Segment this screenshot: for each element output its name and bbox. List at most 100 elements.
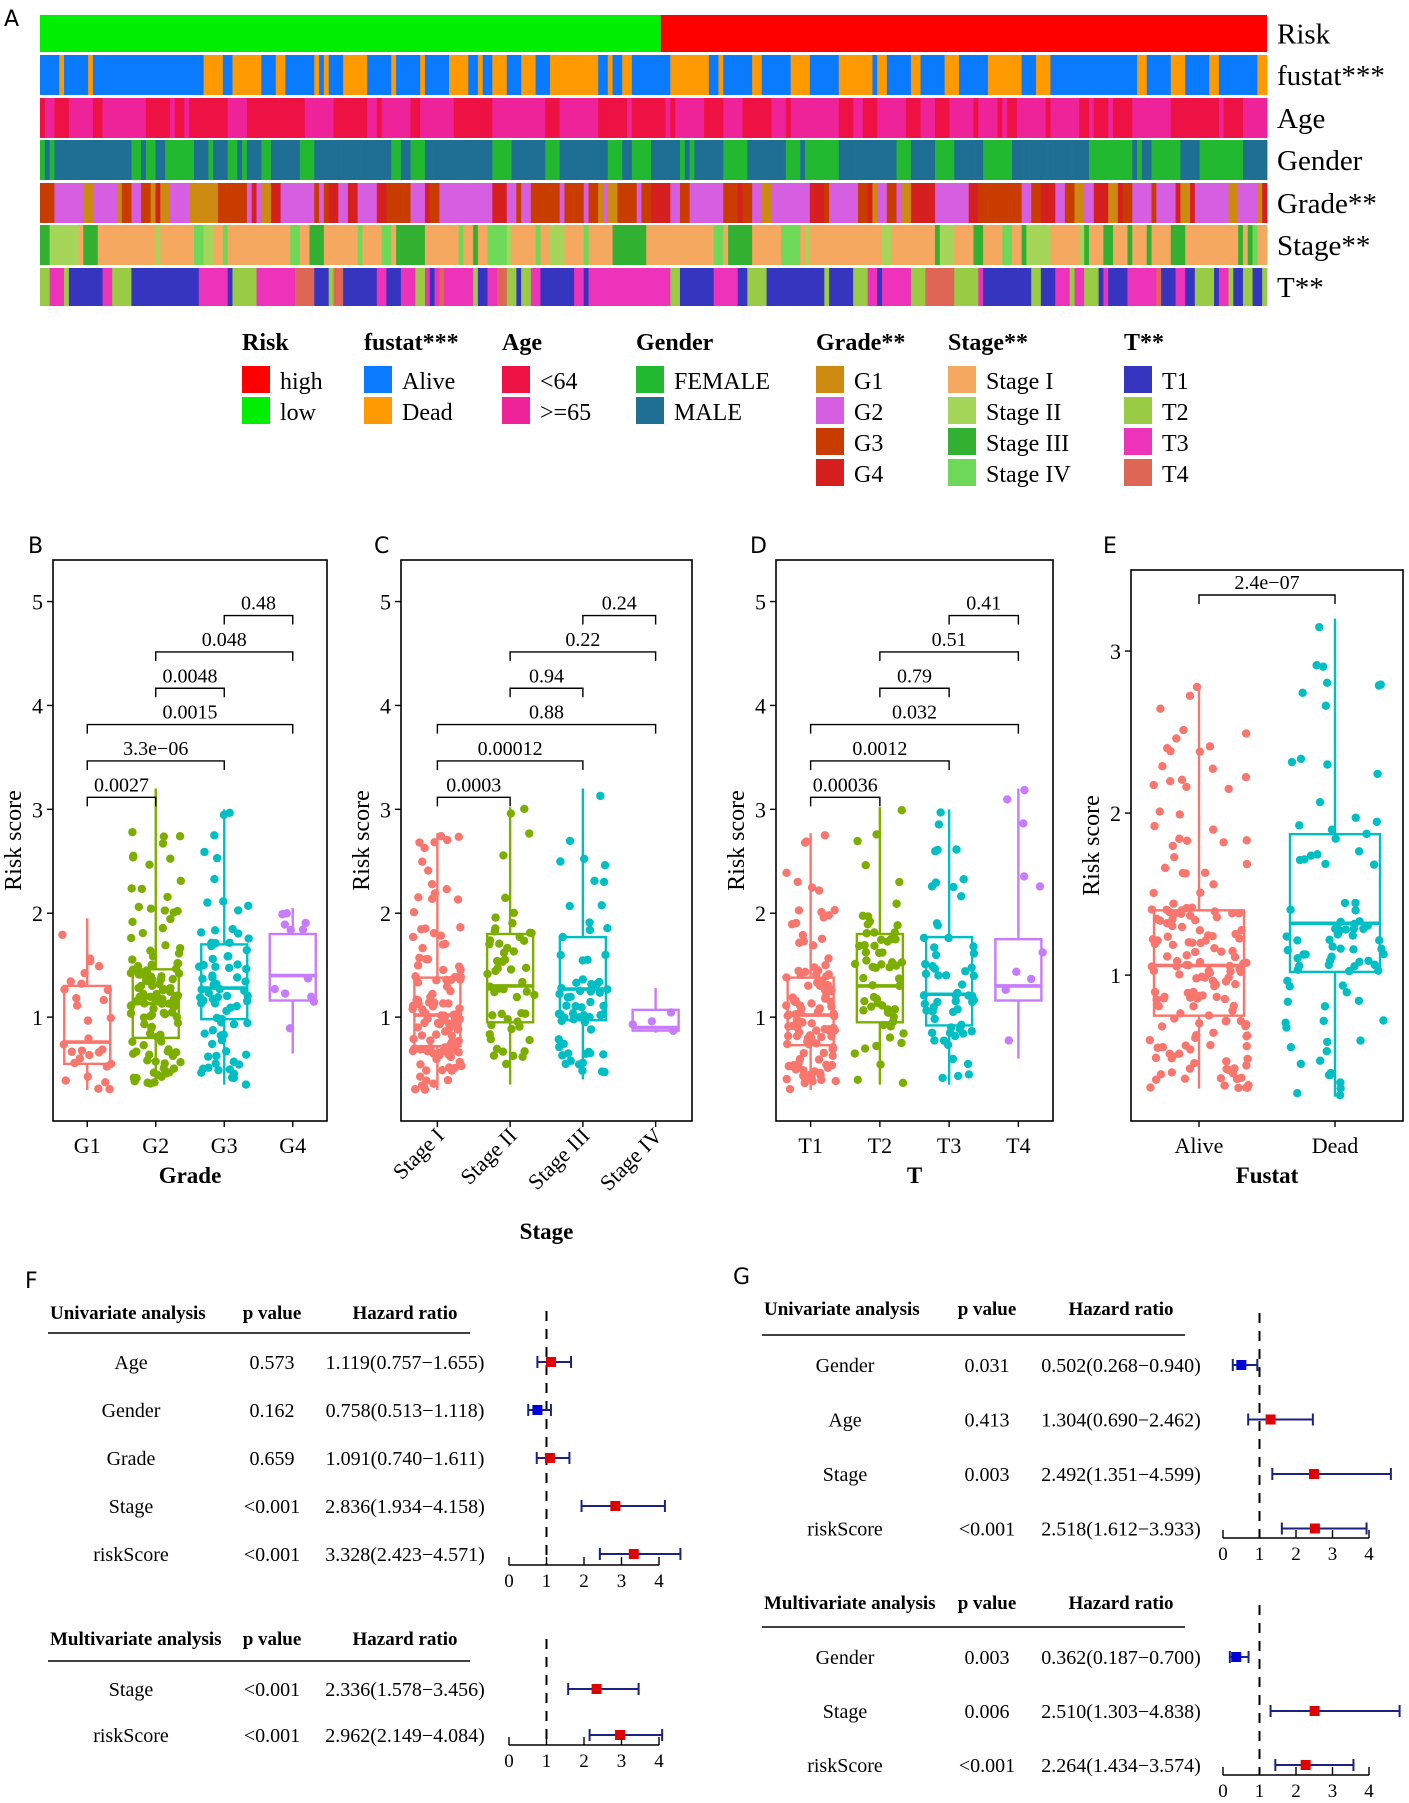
data-point bbox=[794, 1028, 804, 1037]
heatmap-cell bbox=[367, 268, 378, 306]
heatmap-cell bbox=[434, 268, 440, 306]
heatmap-cell bbox=[1238, 268, 1244, 306]
heatmap-cell bbox=[1170, 98, 1196, 138]
data-point bbox=[810, 1067, 819, 1076]
heatmap-cell bbox=[468, 140, 474, 180]
hazard-ratio-header: Hazard ratio bbox=[352, 1303, 457, 1324]
heatmap-cell bbox=[362, 55, 368, 95]
data-point bbox=[936, 808, 945, 817]
data-point bbox=[931, 950, 941, 960]
p-value-label: 0.00012 bbox=[478, 738, 543, 760]
heatmap-cell bbox=[920, 98, 936, 138]
data-point bbox=[1241, 729, 1251, 738]
heatmap-cell bbox=[444, 268, 474, 306]
heatmap-cell bbox=[1185, 268, 1196, 306]
data-point bbox=[129, 851, 138, 861]
heatmap-cell bbox=[564, 225, 575, 265]
data-point bbox=[229, 1020, 239, 1029]
heatmap-cell bbox=[867, 268, 878, 306]
box-stage-iv bbox=[628, 988, 680, 1035]
heatmap-cell bbox=[347, 55, 358, 95]
heatmap-cell bbox=[88, 55, 94, 95]
data-point bbox=[579, 1011, 589, 1020]
heatmap-cell bbox=[1050, 183, 1056, 223]
heatmap-cell bbox=[521, 183, 532, 223]
data-point bbox=[1150, 821, 1159, 831]
heatmap-cell bbox=[367, 183, 378, 223]
heatmap-cell bbox=[1132, 140, 1138, 180]
data-point bbox=[930, 1014, 939, 1024]
data-point bbox=[415, 838, 424, 847]
data-point bbox=[208, 1026, 218, 1035]
heatmap-cell bbox=[208, 140, 214, 180]
heatmap-cell bbox=[328, 183, 339, 223]
comparison-bracket: 0.88 bbox=[436, 702, 657, 734]
heatmap-cell bbox=[1238, 225, 1244, 265]
data-point bbox=[512, 992, 522, 1002]
heatmap-cell bbox=[473, 140, 493, 180]
data-point bbox=[85, 1050, 94, 1060]
heatmap-cell bbox=[814, 225, 820, 265]
heatmap-cell bbox=[771, 140, 777, 180]
heatmap-cell bbox=[1007, 98, 1013, 138]
forest-section-multivariate-analysis: Multivariate analysis p value Hazard ratio… bbox=[48, 1629, 664, 1772]
legend-group-age: Age<64>=65 bbox=[502, 330, 591, 426]
data-point bbox=[134, 983, 143, 993]
p-value-label: 0.0048 bbox=[163, 665, 218, 687]
data-point bbox=[800, 1074, 810, 1083]
heatmap-cell bbox=[83, 225, 89, 265]
data-point bbox=[1228, 946, 1237, 956]
heatmap-cell bbox=[400, 98, 411, 138]
data-point bbox=[578, 975, 588, 984]
heatmap-cell bbox=[367, 98, 378, 138]
x-tick-label: Stage I bbox=[388, 1123, 449, 1184]
data-point bbox=[1003, 795, 1012, 804]
comparison-bracket: 0.22 bbox=[509, 629, 657, 661]
heatmap-cell bbox=[44, 98, 55, 138]
heatmap-cell bbox=[1156, 183, 1176, 223]
heatmap-cell bbox=[121, 183, 132, 223]
data-point bbox=[301, 918, 310, 928]
heatmap-cell bbox=[1194, 268, 1201, 306]
y-tick-label: 2 bbox=[380, 901, 391, 926]
heatmap-cell bbox=[963, 225, 974, 265]
hazard-ratio-point bbox=[545, 1357, 556, 1367]
heatmap-cell bbox=[1190, 55, 1201, 95]
heatmap-cell bbox=[752, 183, 763, 223]
data-point bbox=[583, 955, 592, 965]
heatmap-cell bbox=[708, 55, 719, 95]
heatmap-cell bbox=[766, 98, 772, 138]
data-point bbox=[859, 1006, 868, 1015]
heatmap-cell bbox=[410, 183, 426, 223]
heatmap-cell bbox=[246, 183, 253, 223]
heatmap-cell bbox=[314, 55, 320, 95]
heatmap-cell bbox=[646, 55, 671, 95]
heatmap-cell bbox=[1103, 55, 1128, 95]
forest-row-riskscore: riskScore <0.001 2.264(1.434−3.574) bbox=[807, 1755, 1355, 1777]
data-point bbox=[438, 940, 448, 949]
row-hazard-ratio: 2.518(1.612−3.933) bbox=[1041, 1519, 1201, 1541]
heatmap-cell bbox=[559, 225, 565, 265]
comparison-bracket: 0.0012 bbox=[809, 738, 950, 770]
legend-label: high bbox=[280, 369, 323, 395]
heatmap-cell bbox=[1218, 268, 1229, 306]
heatmap-cell bbox=[1088, 183, 1095, 223]
heatmap-cell bbox=[1132, 225, 1148, 265]
heatmap-cell bbox=[270, 183, 281, 223]
row-variable: Gender bbox=[102, 1400, 161, 1422]
bracket-line bbox=[879, 651, 1020, 661]
data-point bbox=[872, 1041, 881, 1051]
data-point bbox=[429, 1079, 438, 1088]
heatmap-cell bbox=[891, 225, 902, 265]
box-iqr bbox=[268, 932, 317, 1002]
data-point bbox=[563, 1049, 573, 1058]
data-point bbox=[423, 866, 433, 875]
heatmap-cell bbox=[280, 98, 286, 138]
heatmap-cell bbox=[607, 98, 618, 138]
heatmap-cell bbox=[295, 225, 301, 265]
data-point bbox=[1180, 1074, 1190, 1083]
data-point bbox=[1231, 979, 1240, 989]
row-hazard-ratio: 2.836(1.934−4.158) bbox=[325, 1496, 485, 1518]
